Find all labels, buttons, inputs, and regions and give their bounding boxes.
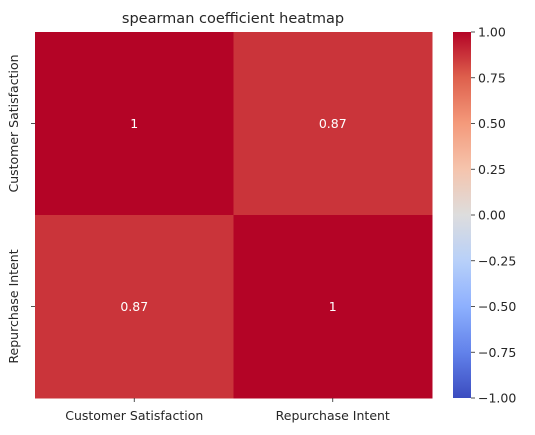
y-axis: Customer Satisfaction Repurchase Intent [6,54,35,364]
colorbar-gradient [453,32,471,398]
chart-title: spearman coefficient heatmap [122,11,344,27]
colorbar-tick-label: 0.00 [478,208,506,223]
heatmap-cell [233,32,433,216]
x-axis: Customer Satisfaction Repurchase Intent [65,398,390,423]
x-tick-label: Customer Satisfaction [65,408,203,423]
colorbar-tick-label: −0.75 [478,345,516,360]
cell-annotations: 1 0.87 0.87 1 [120,116,346,314]
colorbar-ticks: 1.00 0.75 0.50 0.25 0.00 −0.25 −0.50 −0.75 −1.00 [471,25,516,406]
heatmap-cell [35,215,234,399]
heatmap-cells [35,32,433,399]
cell-annotation: 0.87 [120,299,148,314]
colorbar-tick-label: 0.50 [478,116,506,131]
colorbar-tick-label: 0.25 [478,162,506,177]
x-tick-label: Repurchase Intent [276,408,390,423]
colorbar-tick-label: −0.50 [478,299,516,314]
heatmap-cell [35,32,234,216]
colorbar: 1.00 0.75 0.50 0.25 0.00 −0.25 −0.50 −0.75 −1.00 [453,25,516,406]
y-tick-label: Repurchase Intent [6,249,21,363]
heatmap-cell [233,215,433,399]
colorbar-tick-label: 1.00 [478,25,506,40]
colorbar-tick-label: 0.75 [478,70,506,85]
cell-annotation: 0.87 [319,116,347,131]
colorbar-tick-label: −1.00 [478,391,516,406]
cell-annotation: 1 [130,116,138,131]
cell-annotation: 1 [329,299,337,314]
colorbar-tick-label: −0.25 [478,253,516,268]
y-tick-label: Customer Satisfaction [6,54,21,192]
